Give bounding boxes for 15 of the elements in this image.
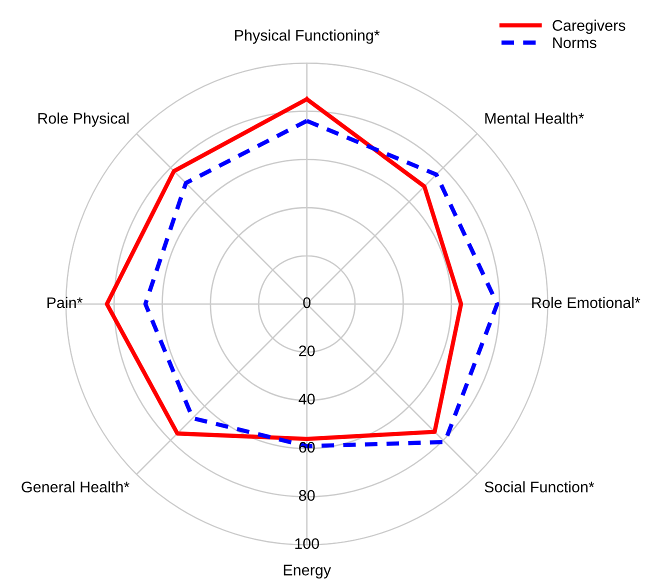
spoke-label: General Health* <box>22 481 130 492</box>
spoke-label: Role Physical <box>38 112 129 127</box>
y-tick-label: 40 <box>298 394 315 404</box>
legend-label: Norms <box>553 37 596 48</box>
y-tick-label: 100 <box>295 538 319 550</box>
y-tick-label: 80 <box>299 490 315 501</box>
spoke-label: Social Function* <box>484 481 594 492</box>
spoke-label: Role Emotional* <box>532 296 640 308</box>
spoke-label: Mental Health* <box>485 112 584 124</box>
spoke-label: Pain* <box>47 296 83 308</box>
y-tick-label: 20 <box>299 345 315 356</box>
spoke-label: Energy <box>284 564 332 578</box>
legend-label: Caregivers <box>552 20 626 34</box>
y-tick-label: 0 <box>303 297 310 308</box>
spoke-label: Physical Functioning* <box>235 30 380 44</box>
